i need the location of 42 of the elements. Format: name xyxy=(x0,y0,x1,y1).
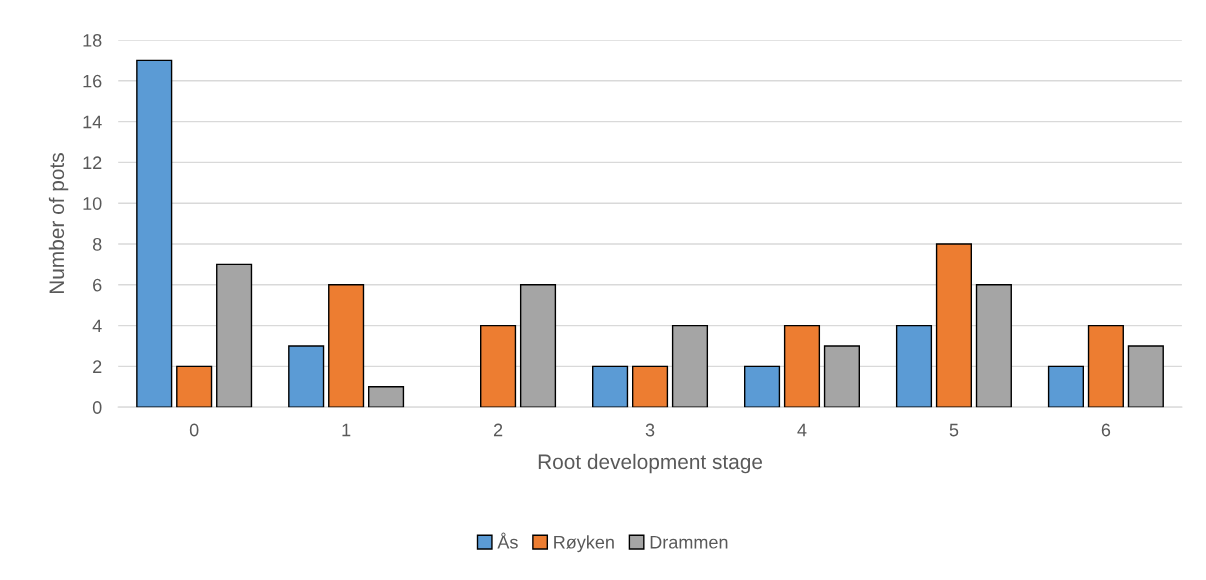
bar xyxy=(743,365,781,408)
bar xyxy=(328,284,365,408)
bar xyxy=(975,284,1012,408)
x-axis-title: Root development stage xyxy=(538,453,763,474)
bar xyxy=(216,263,253,408)
y-tick-label: 16 xyxy=(83,74,102,88)
bar xyxy=(895,324,933,408)
y-tick-label: 18 xyxy=(83,33,102,47)
y-tick-label: 6 xyxy=(93,278,102,292)
x-tick-label: 4 xyxy=(797,423,807,437)
y-tick-label: 8 xyxy=(92,237,102,251)
bar xyxy=(631,365,669,408)
y-tick-label: 10 xyxy=(83,197,102,210)
legend-label: Røyken xyxy=(554,535,614,553)
y-tick-label: 14 xyxy=(83,115,102,129)
x-tick-label: 2 xyxy=(493,423,503,437)
bar xyxy=(823,345,860,408)
bar xyxy=(592,365,629,408)
x-tick-label: 1 xyxy=(342,423,351,437)
bar xyxy=(1087,324,1124,408)
y-axis-title: Number of pots xyxy=(48,153,69,294)
bar xyxy=(480,324,517,408)
y-tick-label: 2 xyxy=(93,360,102,373)
bar xyxy=(783,324,821,408)
bar xyxy=(288,345,325,408)
x-tick-label: 6 xyxy=(1101,423,1111,437)
bar xyxy=(935,243,973,408)
bar xyxy=(176,365,213,408)
legend-label: Ås xyxy=(497,532,518,549)
bar xyxy=(671,324,709,408)
bar xyxy=(1047,365,1085,408)
bar xyxy=(136,59,173,408)
bar xyxy=(368,386,405,408)
bar xyxy=(1127,345,1164,408)
y-tick-label: 4 xyxy=(92,319,102,333)
legend-label: Drammen xyxy=(650,535,728,549)
x-tick-label: 0 xyxy=(189,423,199,437)
y-tick-label: 0 xyxy=(92,401,102,414)
x-tick-label: 5 xyxy=(949,423,959,437)
x-tick-label: 3 xyxy=(645,423,655,437)
bar xyxy=(519,284,557,408)
y-tick-label: 12 xyxy=(83,156,102,169)
